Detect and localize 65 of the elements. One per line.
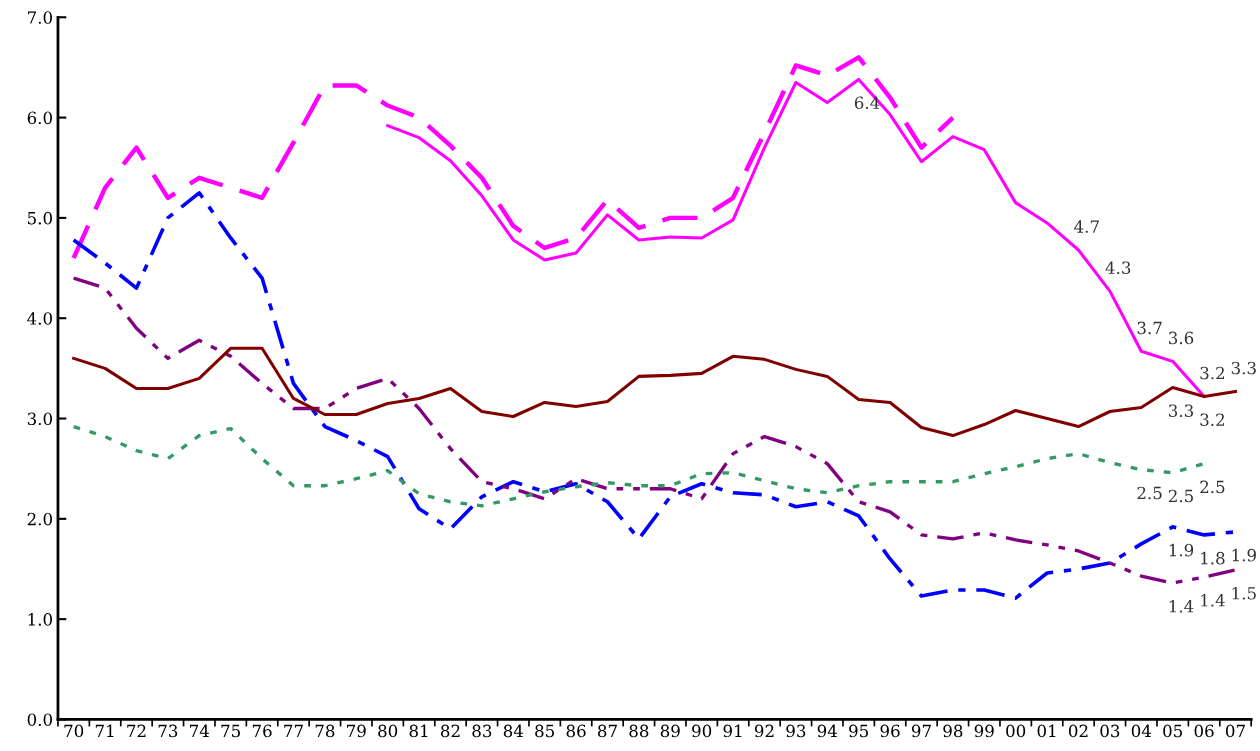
y-tick-label: 2.0 xyxy=(27,512,52,526)
y-tick-label: 4.0 xyxy=(27,312,52,325)
data-label: 3.6 xyxy=(1169,331,1194,345)
x-tick-label: 02 xyxy=(1068,724,1088,738)
data-label: 1.8 xyxy=(1201,551,1225,565)
x-tick-label: 06 xyxy=(1194,724,1214,738)
data-label: 6.4 xyxy=(854,96,880,110)
x-tick-label: 95 xyxy=(849,724,868,738)
x-tick-label: 77 xyxy=(284,724,303,737)
data-label: 1.4 xyxy=(1169,599,1194,613)
y-tick-label: 0.0 xyxy=(27,713,52,727)
y-tick-label: 3.0 xyxy=(27,412,52,426)
x-tick-label: 86 xyxy=(566,724,586,738)
x-tick-label: 74 xyxy=(190,724,210,737)
x-tick-label: 94 xyxy=(817,724,838,738)
x-tick-label: 98 xyxy=(943,724,963,738)
x-tick-label: 87 xyxy=(597,724,617,738)
x-tick-label: 96 xyxy=(880,724,900,738)
x-tick-label: 71 xyxy=(95,724,114,737)
x-tick-label: 00 xyxy=(1006,724,1026,738)
data-label: 1.5 xyxy=(1232,586,1256,600)
y-tick-label: 5.0 xyxy=(28,211,52,225)
x-tick-label: 05 xyxy=(1163,724,1182,738)
data-label: 1.9 xyxy=(1232,548,1256,562)
x-tick-label: 70 xyxy=(64,724,84,738)
data-label: 2.5 xyxy=(1168,489,1193,503)
x-tick-label: 80 xyxy=(378,724,398,738)
y-tick-label: 1.0 xyxy=(28,613,52,626)
x-tick-label: 75 xyxy=(221,724,240,738)
data-label: 2.5 xyxy=(1137,486,1162,500)
x-tick-label: 72 xyxy=(127,724,146,737)
x-tick-label: 93 xyxy=(786,724,806,738)
x-tick-label: 78 xyxy=(315,724,335,738)
x-tick-label: 99 xyxy=(974,724,994,738)
x-tick-label: 04 xyxy=(1131,724,1152,738)
data-label: 1.4 xyxy=(1201,593,1225,607)
x-tick-label: 84 xyxy=(503,724,524,738)
x-tick-label: 81 xyxy=(409,724,428,738)
x-tick-label: 83 xyxy=(472,724,492,738)
x-tick-label: 03 xyxy=(1100,724,1120,738)
data-label: 3.2 xyxy=(1200,413,1225,427)
data-label: 1.9 xyxy=(1169,543,1194,557)
x-tick-label: 73 xyxy=(158,724,178,738)
x-tick-label: 90 xyxy=(692,724,712,738)
x-tick-label: 89 xyxy=(660,724,680,738)
x-tick-label: 76 xyxy=(252,724,272,738)
x-tick-label: 07 xyxy=(1225,724,1245,738)
x-tick-label: 79 xyxy=(347,724,366,738)
data-label: 4.7 xyxy=(1074,220,1099,233)
y-tick-label: 6.0 xyxy=(27,111,52,125)
data-label: 3.3 xyxy=(1231,361,1256,375)
x-tick-label: 97 xyxy=(911,724,931,738)
x-tick-label: 85 xyxy=(535,724,554,738)
data-label: 3.2 xyxy=(1200,366,1225,380)
x-tick-label: 92 xyxy=(754,724,774,738)
data-label: 4.3 xyxy=(1105,261,1131,275)
x-tick-label: 91 xyxy=(723,724,742,738)
x-tick-label: 82 xyxy=(440,724,460,738)
line-series xyxy=(71,55,956,261)
data-label: 3.7 xyxy=(1137,321,1162,335)
y-tick-label: 7.0 xyxy=(27,11,52,24)
data-label: 2.5 xyxy=(1200,480,1225,494)
x-tick-label: 01 xyxy=(1037,724,1056,738)
x-tick-label: 88 xyxy=(629,724,649,738)
data-label: 3.3 xyxy=(1169,404,1194,417)
